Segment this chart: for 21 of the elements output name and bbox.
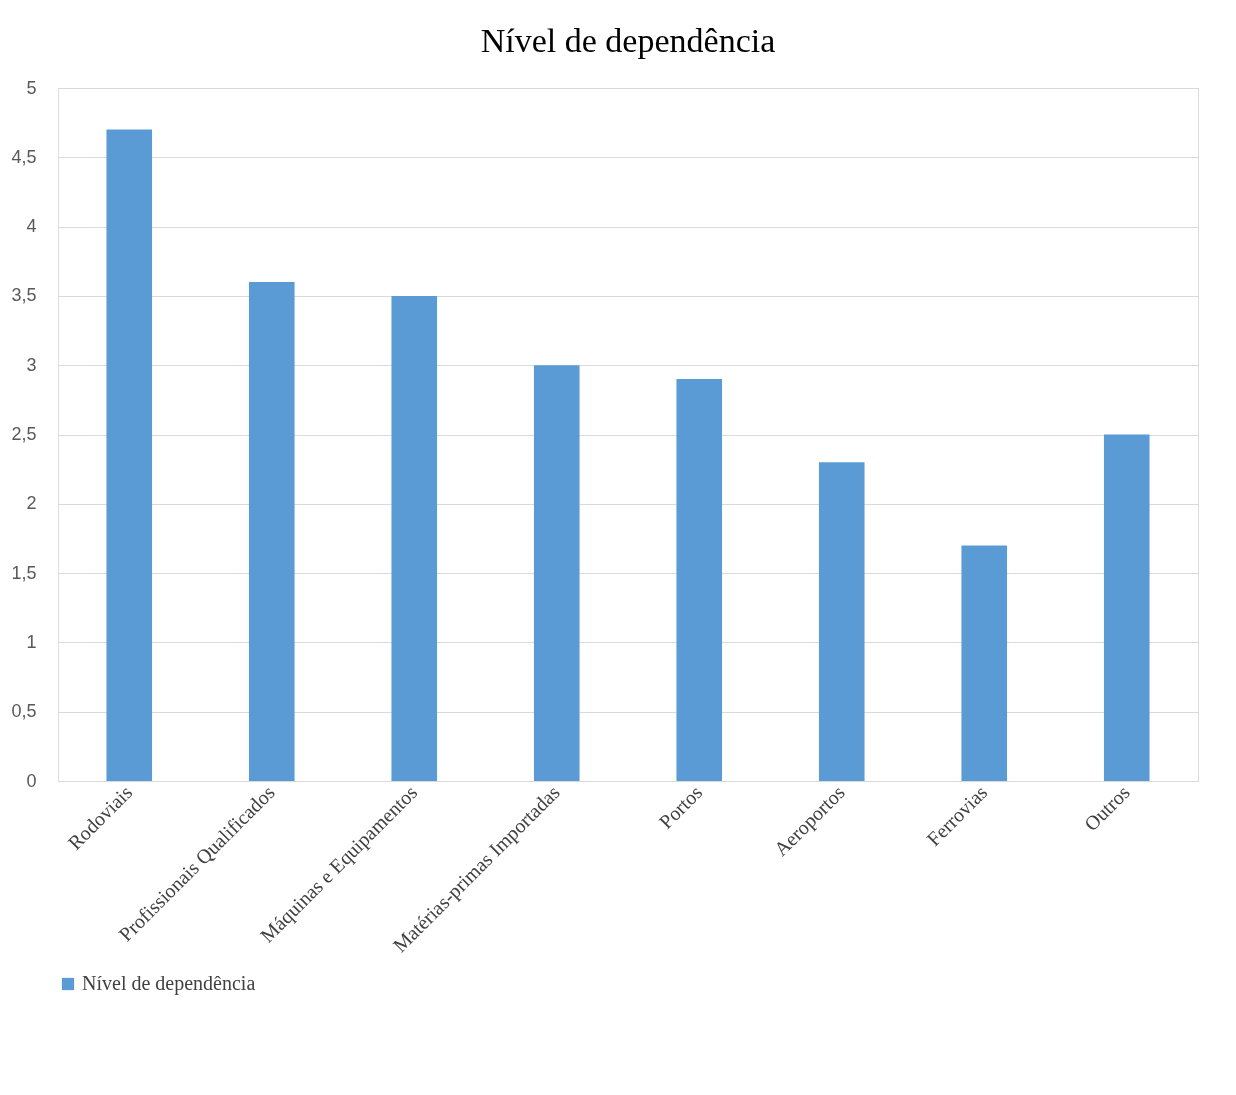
y-tick-label: 5 xyxy=(26,77,37,98)
bar xyxy=(106,129,153,781)
bar xyxy=(818,462,865,781)
bar xyxy=(533,365,580,781)
bar xyxy=(248,282,295,781)
y-tick-label: 1 xyxy=(26,631,37,652)
y-tick-label: 2 xyxy=(26,493,37,514)
bar xyxy=(676,379,723,781)
y-tick-label: 0 xyxy=(26,770,37,791)
y-tick-label: 4 xyxy=(26,216,37,237)
y-tick-label: 1,5 xyxy=(11,562,37,583)
y-tick-label: 3 xyxy=(26,354,37,375)
y-tick-label: 2,5 xyxy=(11,424,37,444)
y-tick-label: 4,5 xyxy=(11,146,37,167)
y-tick-label: 3,5 xyxy=(11,285,37,306)
y-tick-label: 0,5 xyxy=(11,701,37,722)
chart-title: Nível de dependência xyxy=(480,22,776,59)
bar xyxy=(1103,434,1150,781)
bar xyxy=(391,295,438,781)
bar xyxy=(961,545,1008,781)
legend-label: Nível de dependência xyxy=(82,972,256,995)
